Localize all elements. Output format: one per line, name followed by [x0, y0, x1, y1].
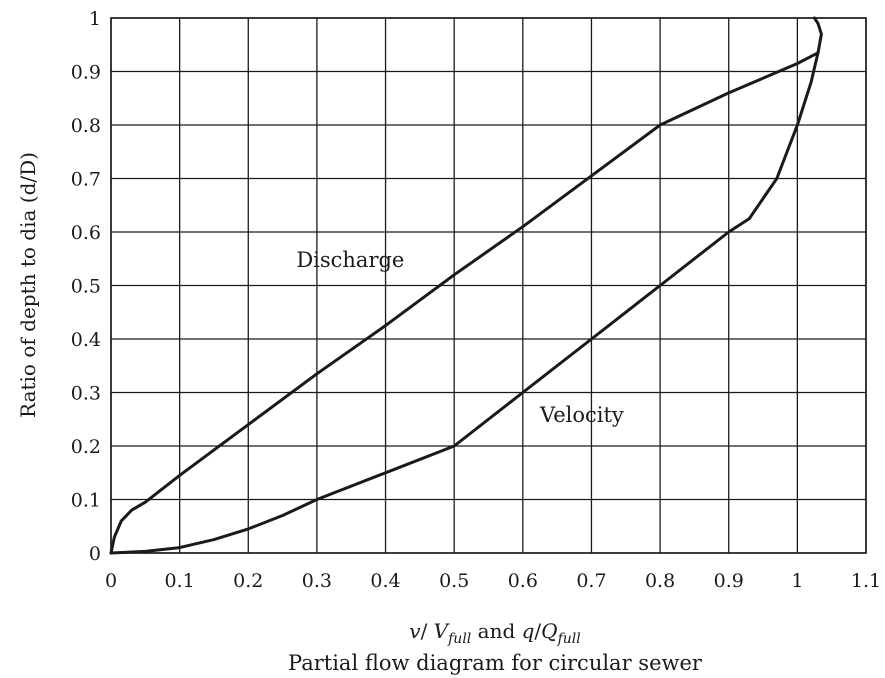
- x-tick-label: 1.1: [851, 570, 881, 592]
- x-tick-label: 0.9: [714, 570, 744, 592]
- x-title-V: V: [434, 619, 451, 643]
- x-tick-label: 0.1: [165, 570, 195, 592]
- y-tick-label: 0.4: [71, 329, 101, 351]
- x-tick-label: 0: [105, 570, 117, 592]
- y-tick-label: 0.1: [71, 490, 101, 512]
- discharge-line: [109, 51, 820, 555]
- x-tick-label: 0.7: [576, 570, 606, 592]
- plot-frame: [110, 17, 867, 554]
- x-tick-label: 0.2: [233, 570, 263, 592]
- discharge-label: Discharge: [296, 248, 404, 272]
- chart-caption: Partial flow diagram for circular sewer: [288, 651, 703, 675]
- annotations: Discharge Velocity: [296, 248, 624, 427]
- x-title-q: q: [522, 619, 535, 643]
- x-tick-label: 0.6: [508, 570, 538, 592]
- x-title-and: and: [471, 619, 521, 643]
- velocity-line: [109, 16, 823, 555]
- x-title-sub1: full: [447, 631, 471, 647]
- y-tick-label: 1: [89, 8, 101, 30]
- y-tick-label: 0.8: [71, 115, 101, 137]
- y-tick-labels: 0 0.1 0.2 0.3 0.4 0.5 0.6 0.7 0.8 0.9 1: [71, 8, 101, 565]
- x-tick-labels: 0 0.1 0.2 0.3 0.4 0.5 0.6 0.7 0.8 0.9 1 1.1: [105, 570, 881, 592]
- grid: [110, 17, 867, 554]
- y-tick-label: 0.9: [71, 62, 101, 84]
- y-tick-label: 0.6: [71, 222, 101, 244]
- y-tick-label: 0.7: [71, 169, 101, 191]
- series-lines: [109, 16, 823, 555]
- x-tick-label: 0.8: [645, 570, 675, 592]
- x-title-slash1: /: [421, 619, 434, 643]
- y-tick-label: 0.3: [71, 383, 101, 405]
- velocity-label: Velocity: [539, 403, 624, 427]
- x-tick-label: 1: [791, 570, 803, 592]
- y-tick-label: 0.5: [71, 276, 101, 298]
- x-tick-label: 0.3: [302, 570, 332, 592]
- x-title-v: v: [409, 619, 421, 643]
- x-title-Q: Q: [541, 619, 557, 643]
- y-tick-label: 0.2: [71, 436, 101, 458]
- x-tick-label: 0.4: [370, 570, 400, 592]
- x-axis-title: v/ Vfull and q/Qfull: [409, 619, 580, 647]
- y-axis-title: Ratio of depth to dia (d/D): [16, 152, 40, 418]
- x-tick-label: 0.5: [439, 570, 469, 592]
- y-tick-label: 0: [89, 543, 101, 565]
- x-title-sub2: full: [557, 631, 581, 647]
- x-title-slash2: /: [534, 619, 541, 643]
